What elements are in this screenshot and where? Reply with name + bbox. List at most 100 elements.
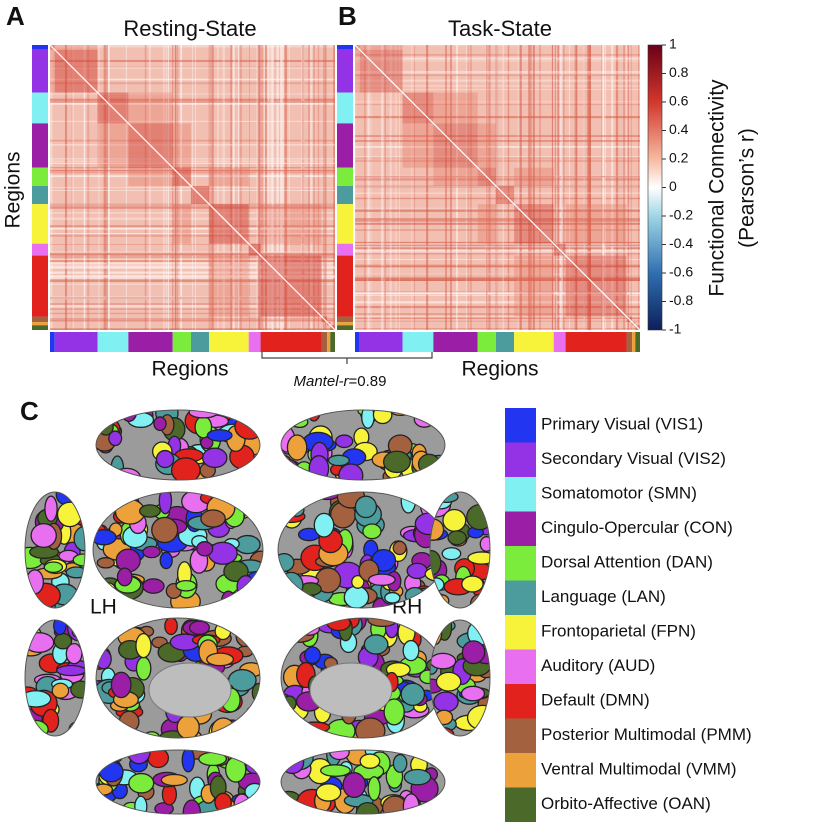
heatmap-texture xyxy=(355,250,640,252)
brain-parcel xyxy=(392,540,407,556)
heatmap-texture xyxy=(355,155,640,158)
brain-parcel xyxy=(281,618,294,639)
brain-parcel xyxy=(53,620,67,636)
heatmap-texture xyxy=(588,45,591,330)
brain-parcel xyxy=(282,592,307,608)
brain-parcel xyxy=(170,457,201,480)
brain-parcel xyxy=(384,591,401,604)
brain-parcel xyxy=(354,495,378,519)
brain-parcel xyxy=(282,695,297,712)
network-strip-bottom xyxy=(190,332,210,352)
heatmap-texture xyxy=(605,45,606,330)
brain-parcel xyxy=(158,492,173,515)
network-strip-left xyxy=(32,204,48,244)
brain-parcel xyxy=(281,705,293,732)
heatmap-texture xyxy=(623,45,626,330)
heatmap-texture xyxy=(256,45,259,330)
brain-parcel xyxy=(155,449,175,469)
brain-parcel xyxy=(359,753,381,769)
heatmap-texture xyxy=(87,45,90,330)
legend-label: Frontoparietal (FPN) xyxy=(541,622,696,641)
colorbar-tick-label: -0.4 xyxy=(669,235,693,251)
heatmap-block xyxy=(477,204,496,244)
heatmap-texture xyxy=(50,102,335,105)
brain-medial-wall xyxy=(148,662,232,718)
colorbar-tick-label: 0 xyxy=(669,178,677,194)
heatmap-texture xyxy=(486,45,488,330)
brain-parcel xyxy=(403,768,432,786)
brain-outline xyxy=(95,749,261,815)
colorbar-tick-label: 0.8 xyxy=(669,64,689,80)
network-strip-bottom xyxy=(626,332,633,352)
brain-outline xyxy=(280,409,446,481)
heatmap-texture xyxy=(50,259,335,260)
heatmap-texture xyxy=(355,57,640,59)
network-strip-bottom xyxy=(402,332,434,352)
network-strip-bottom xyxy=(514,332,554,352)
heatmap-block xyxy=(172,204,191,244)
heatmap-texture xyxy=(502,45,504,330)
heatmap-texture xyxy=(528,45,530,330)
legend-label: Auditory (AUD) xyxy=(541,656,655,675)
heatmap-texture xyxy=(208,45,211,330)
heatmap-texture xyxy=(583,45,585,330)
brain-parcel xyxy=(435,416,445,432)
heatmap-texture xyxy=(425,45,429,330)
heatmap-texture xyxy=(355,242,640,245)
network-strip-bottom xyxy=(209,332,249,352)
heatmap-texture xyxy=(355,54,640,56)
heatmap-texture xyxy=(355,241,640,244)
network-strip-left xyxy=(337,49,353,93)
heatmap-texture xyxy=(50,206,335,209)
legend-swatch xyxy=(505,408,536,443)
brain-parcel xyxy=(419,492,447,507)
heatmap-texture xyxy=(50,266,335,269)
heatmap-texture xyxy=(355,207,640,209)
heatmap-texture xyxy=(355,178,640,181)
legend-label: Orbito-Affective (OAN) xyxy=(541,794,711,813)
network-strip-bottom xyxy=(97,332,129,352)
legend-swatch xyxy=(505,442,536,477)
brain-parcel xyxy=(355,717,386,738)
brain-parcel xyxy=(308,455,330,480)
brain-parcel xyxy=(299,721,331,734)
network-strip-left xyxy=(32,325,48,330)
legend-label: Cingulo-Opercular (CON) xyxy=(541,518,733,537)
brain-parcel xyxy=(417,453,441,475)
heatmap-texture xyxy=(355,295,640,296)
brain-parcel xyxy=(367,776,381,801)
heatmap-texture xyxy=(450,45,452,330)
colorbar-tick-label: -1 xyxy=(669,321,682,337)
heatmap-texture xyxy=(355,274,640,276)
network-strip-bottom xyxy=(433,332,478,352)
brain-parcel xyxy=(281,458,299,477)
brain-parcel xyxy=(447,530,467,546)
brain-parcel xyxy=(134,795,148,814)
brain-parcel xyxy=(182,799,201,814)
heatmap-texture xyxy=(355,140,640,142)
brain-parcel xyxy=(138,504,161,518)
brain-medial-wall xyxy=(309,662,393,718)
heatmap-texture xyxy=(627,45,628,330)
brain-parcel xyxy=(142,578,165,594)
brain-parcel xyxy=(383,698,405,726)
heatmap-texture xyxy=(355,278,640,281)
heatmap-texture xyxy=(222,45,225,330)
heatmap-texture xyxy=(355,209,640,212)
brain-view xyxy=(96,410,260,480)
heatmap-block xyxy=(128,167,173,186)
network-strip-left xyxy=(32,243,48,256)
brain-parcel xyxy=(281,454,292,469)
brain-parcel xyxy=(200,509,226,528)
heatmap-texture xyxy=(355,71,640,73)
brain-outline xyxy=(95,617,261,739)
brain-parcel xyxy=(278,598,305,608)
network-strip-bottom xyxy=(248,332,261,352)
x-axis-label: Regions xyxy=(461,358,538,381)
legend-label: Ventral Multimodal (VMM) xyxy=(541,760,737,779)
heatmap-texture xyxy=(301,45,305,330)
brain-parcel xyxy=(362,523,382,540)
heatmap-texture xyxy=(284,45,287,330)
network-strip-bottom xyxy=(495,332,515,352)
brain-parcel xyxy=(286,434,308,461)
